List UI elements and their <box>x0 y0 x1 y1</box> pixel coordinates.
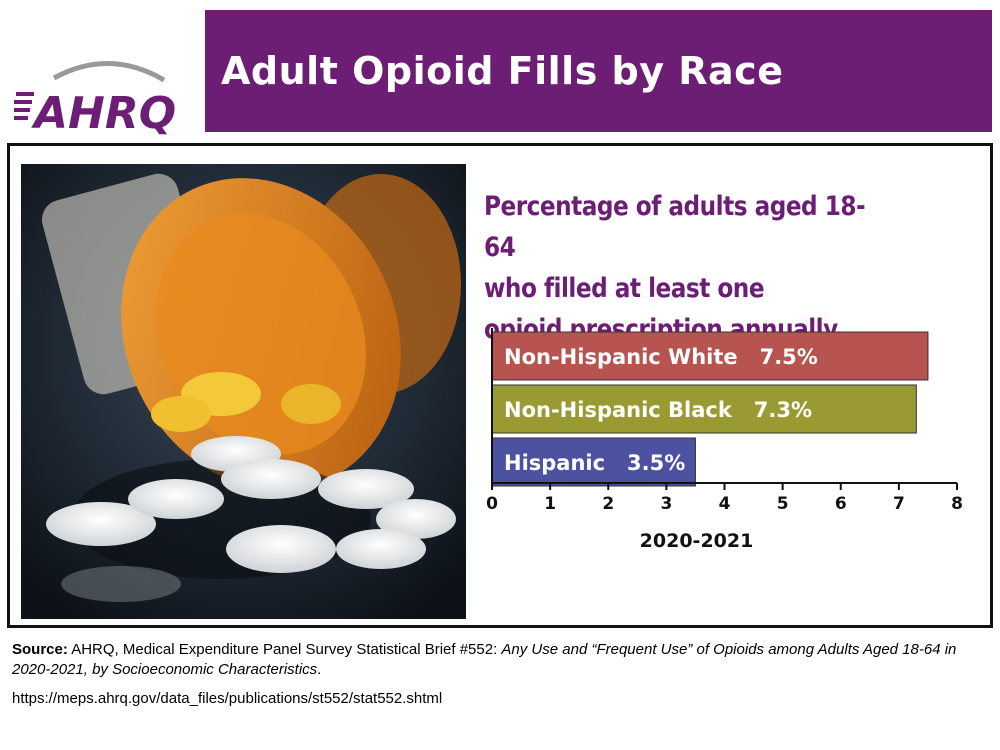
x-tick-label: 5 <box>777 494 789 514</box>
x-tick-label: 4 <box>719 494 731 514</box>
x-tick-label: 6 <box>835 494 847 514</box>
source-note: Source: AHRQ, Medical Expenditure Panel … <box>12 640 992 680</box>
x-tick-label: 0 <box>486 494 498 514</box>
pill-bottle-photo <box>21 164 466 619</box>
x-axis-label: 2020-2021 <box>640 530 754 552</box>
bar-label: Non-Hispanic Black 7.3% <box>504 398 812 422</box>
bar <box>491 384 917 434</box>
svg-text:AHRQ: AHRQ <box>31 88 176 138</box>
x-tick-label: 2 <box>602 494 614 514</box>
ahrq-logo: AHRQ <box>14 61 176 138</box>
bar-label: Hispanic 3.5% <box>504 451 685 475</box>
x-tick-label: 7 <box>893 494 905 514</box>
page-title: Adult Opioid Fills by Race <box>221 49 784 93</box>
x-tick-label: 3 <box>660 494 672 514</box>
bar <box>491 437 696 487</box>
source-text: AHRQ, Medical Expenditure Panel Survey S… <box>67 641 502 658</box>
x-tick-label: 1 <box>544 494 556 514</box>
bar <box>491 331 929 381</box>
content-frame: Percentage of adults aged 18-64 who fill… <box>7 143 993 628</box>
source-label: Source: <box>12 641 68 658</box>
source-title: Any Use and “Frequent Use” of Opioids am… <box>12 641 957 678</box>
x-tick-label: 8 <box>951 494 963 514</box>
chart-title-line: who filled at least one <box>484 273 765 304</box>
chart-title-line: Percentage of adults aged 18-64 <box>484 191 866 263</box>
title-banner: Adult Opioid Fills by Race <box>205 10 992 132</box>
bar-label: Non-Hispanic White 7.5% <box>504 345 818 369</box>
source-url[interactable]: https://meps.ahrq.gov/data_files/publica… <box>12 690 443 707</box>
bar-chart: Non-Hispanic White 7.5% Non-Hispanic Blac… <box>486 328 963 552</box>
source-end: . <box>317 661 322 678</box>
